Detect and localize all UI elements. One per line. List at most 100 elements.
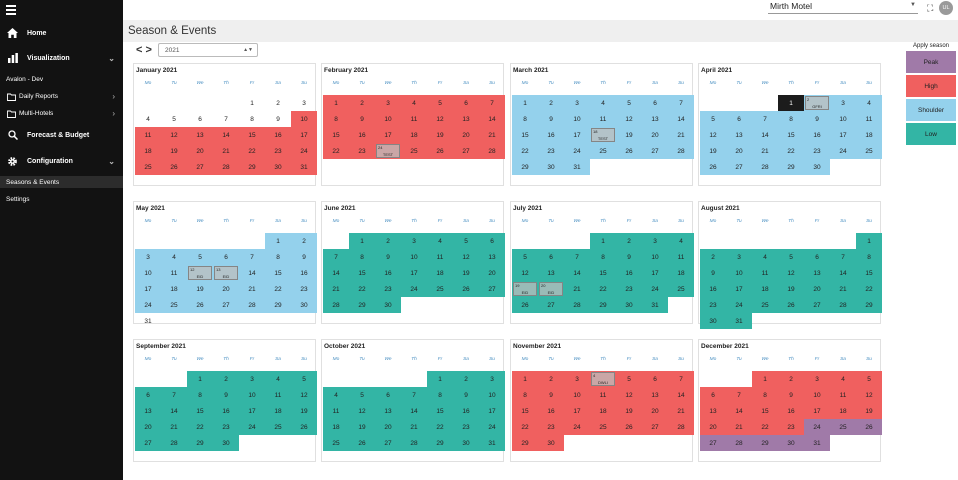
- day-cell[interactable]: 17: [135, 281, 161, 297]
- day-cell[interactable]: 19: [453, 265, 479, 281]
- day-cell[interactable]: 17: [479, 403, 505, 419]
- day-cell[interactable]: 20: [375, 419, 401, 435]
- day-cell[interactable]: 16: [453, 403, 479, 419]
- season-shoulder-button[interactable]: Shoulder: [906, 99, 956, 121]
- day-cell[interactable]: 31: [726, 313, 752, 329]
- day-cell[interactable]: 10: [726, 265, 752, 281]
- day-cell[interactable]: 21: [830, 281, 856, 297]
- day-cell[interactable]: 13: [726, 127, 752, 143]
- day-cell[interactable]: 28: [668, 143, 694, 159]
- day-cell[interactable]: 31: [642, 297, 668, 313]
- event-marker[interactable]: 24 TEST: [376, 144, 400, 158]
- day-cell[interactable]: 25: [590, 419, 616, 435]
- day-cell[interactable]: 12: [856, 387, 882, 403]
- day-cell[interactable]: 30: [213, 435, 239, 451]
- day-cell[interactable]: 23: [453, 419, 479, 435]
- day-cell[interactable]: 20: [726, 143, 752, 159]
- day-cell[interactable]: 30: [265, 159, 291, 175]
- day-cell[interactable]: 7: [668, 95, 694, 111]
- day-cell[interactable]: 5: [291, 371, 317, 387]
- day-cell[interactable]: 9: [616, 249, 642, 265]
- day-cell[interactable]: 10: [564, 387, 590, 403]
- day-cell[interactable]: 13: [700, 403, 726, 419]
- day-cell[interactable]: 25: [590, 143, 616, 159]
- day-cell[interactable]: 2: [538, 371, 564, 387]
- day-cell[interactable]: 20: [479, 265, 505, 281]
- day-cell[interactable]: 12: [512, 265, 538, 281]
- day-cell[interactable]: 10: [401, 249, 427, 265]
- day-cell[interactable]: 28: [213, 159, 239, 175]
- day-cell[interactable]: 23: [538, 143, 564, 159]
- day-cell[interactable]: 7: [323, 249, 349, 265]
- day-cell[interactable]: 11: [752, 265, 778, 281]
- event-marker[interactable]: 18 TEST: [591, 128, 615, 142]
- day-cell[interactable]: 6: [375, 387, 401, 403]
- day-cell[interactable]: 8: [265, 249, 291, 265]
- day-cell[interactable]: 25: [830, 419, 856, 435]
- day-cell[interactable]: 29: [239, 159, 265, 175]
- day-cell[interactable]: 24: [830, 143, 856, 159]
- day-cell[interactable]: 12 EID: [187, 265, 213, 281]
- day-cell[interactable]: 26: [291, 419, 317, 435]
- day-cell[interactable]: 4: [146, 115, 150, 123]
- day-cell[interactable]: 14: [323, 265, 349, 281]
- day-cell[interactable]: 19: [856, 403, 882, 419]
- day-cell[interactable]: 30: [291, 297, 317, 313]
- day-cell[interactable]: 6: [213, 249, 239, 265]
- day-cell[interactable]: 26: [512, 297, 538, 313]
- nav-multi-hotels[interactable]: Multi-Hotels ›: [0, 108, 123, 119]
- day-cell[interactable]: 25: [323, 435, 349, 451]
- day-cell[interactable]: 22: [323, 143, 349, 159]
- day-cell[interactable]: 15: [856, 265, 882, 281]
- day-cell[interactable]: 3: [401, 233, 427, 249]
- day-cell[interactable]: 13 EID: [213, 265, 239, 281]
- day-cell[interactable]: 22: [187, 419, 213, 435]
- day-cell[interactable]: 6: [726, 111, 752, 127]
- day-cell[interactable]: 8: [427, 387, 453, 403]
- day-cell[interactable]: 14: [668, 111, 694, 127]
- day-cell[interactable]: 1: [856, 233, 882, 249]
- day-cell[interactable]: 8: [752, 387, 778, 403]
- day-cell[interactable]: 28: [752, 159, 778, 175]
- day-cell[interactable]: 21: [668, 403, 694, 419]
- day-cell[interactable]: 10: [375, 111, 401, 127]
- day-cell[interactable]: 22: [512, 143, 538, 159]
- day-cell[interactable]: 27: [700, 435, 726, 451]
- day-cell[interactable]: 3: [564, 95, 590, 111]
- day-cell[interactable]: 15: [265, 265, 291, 281]
- day-cell[interactable]: 24: [726, 297, 752, 313]
- year-select[interactable]: 2021 ▲▼: [158, 43, 258, 57]
- day-cell[interactable]: 24: [401, 281, 427, 297]
- day-cell[interactable]: 27: [538, 297, 564, 313]
- day-cell[interactable]: 21: [161, 419, 187, 435]
- nav-home[interactable]: Home: [0, 27, 123, 39]
- day-cell[interactable]: 21: [668, 127, 694, 143]
- day-cell[interactable]: 14: [668, 387, 694, 403]
- day-cell[interactable]: 4: [323, 387, 349, 403]
- day-cell[interactable]: 7: [564, 249, 590, 265]
- day-cell[interactable]: 5: [172, 115, 176, 123]
- day-cell[interactable]: 16: [538, 127, 564, 143]
- day-cell[interactable]: 18: [590, 403, 616, 419]
- day-cell[interactable]: 11: [161, 265, 187, 281]
- prev-year-button[interactable]: <: [136, 44, 146, 56]
- day-cell[interactable]: 12: [700, 127, 726, 143]
- event-marker[interactable]: 4 DWLI: [591, 372, 615, 386]
- day-cell[interactable]: 7: [479, 95, 505, 111]
- day-cell[interactable]: 19: [161, 143, 187, 159]
- day-cell[interactable]: 31: [804, 435, 830, 451]
- day-cell[interactable]: 16: [700, 281, 726, 297]
- day-cell[interactable]: 9: [291, 249, 317, 265]
- day-cell[interactable]: 30: [538, 159, 564, 175]
- day-cell[interactable]: 20: [135, 419, 161, 435]
- day-cell[interactable]: 2: [778, 371, 804, 387]
- day-cell[interactable]: 20: [187, 143, 213, 159]
- day-cell[interactable]: 7: [239, 249, 265, 265]
- day-cell[interactable]: 5: [700, 111, 726, 127]
- day-cell[interactable]: 25: [265, 419, 291, 435]
- day-cell[interactable]: 15: [512, 127, 538, 143]
- day-cell[interactable]: 20 EID: [538, 281, 564, 297]
- day-cell[interactable]: 16: [538, 403, 564, 419]
- event-marker[interactable]: 2 GFRI: [805, 96, 829, 110]
- day-cell[interactable]: 23: [616, 281, 642, 297]
